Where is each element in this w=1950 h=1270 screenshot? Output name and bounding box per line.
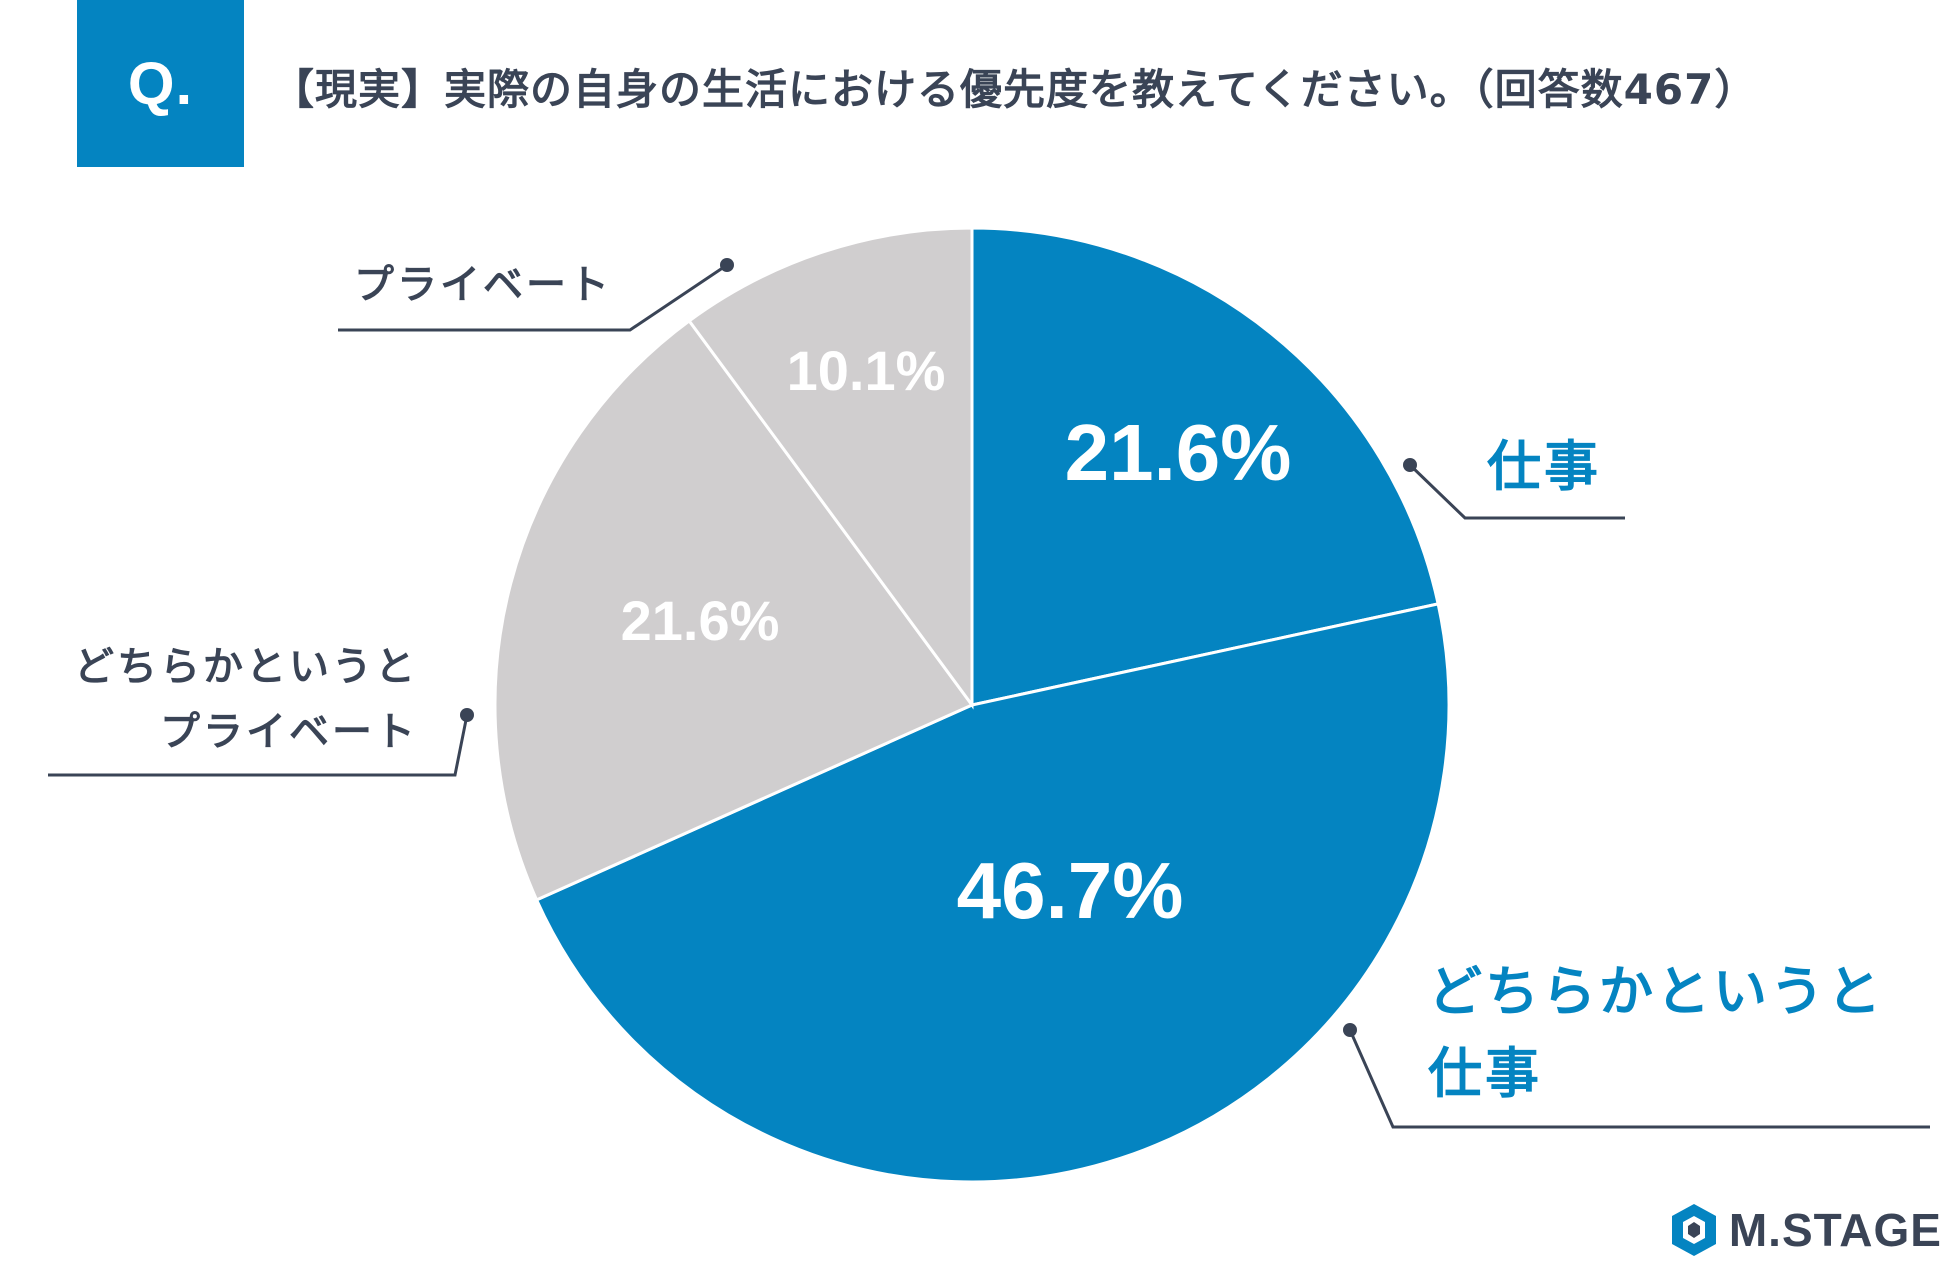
slice-category-label-3-line-1: どちらかというと: [74, 644, 418, 690]
pie-slice-2: [534, 602, 1451, 1184]
question-badge: Q.: [77, 0, 244, 167]
slice-category-label-3-line-2: プライベート: [160, 709, 418, 755]
pie-slice-4: [687, 226, 974, 710]
leader-line-1: [1408, 463, 1625, 520]
leader-dot-2: [1343, 1023, 1357, 1037]
hexagon-logo-icon: [1671, 1204, 1716, 1256]
slice-category-label-1-line-1: 仕事: [1487, 435, 1601, 498]
leader-dot-4: [720, 258, 734, 272]
slice-value-label-1: 21.6%: [1065, 408, 1292, 497]
slice-category-label-2-line-2: 仕事: [1428, 1042, 1542, 1105]
slice-value-label-4: 10.1%: [787, 339, 946, 402]
slice-category-label-4-line-1: プライベート: [354, 262, 612, 308]
leader-dot-1: [1403, 458, 1417, 472]
leader-line-3: [48, 714, 469, 777]
brand-logo: M.STAGE: [1669, 1200, 1942, 1260]
question-badge-label: Q.: [127, 50, 194, 117]
slice-value-label-2: 46.7%: [957, 846, 1184, 935]
slice-category-label-2-line-1: どちらかというと: [1428, 960, 1884, 1023]
brand-name: M.STAGE: [1728, 1204, 1942, 1256]
slice-value-label-3: 21.6%: [621, 589, 780, 652]
pie-slice-3: [493, 318, 975, 902]
pie-slice-1: [970, 226, 1440, 707]
leader-line-2: [1348, 1029, 1930, 1129]
question-title: 【現実】実際の自身の生活における優先度を教えてください。（回答数467）: [272, 65, 1758, 114]
leader-dot-3: [460, 708, 474, 722]
leader-line-4: [338, 263, 728, 332]
